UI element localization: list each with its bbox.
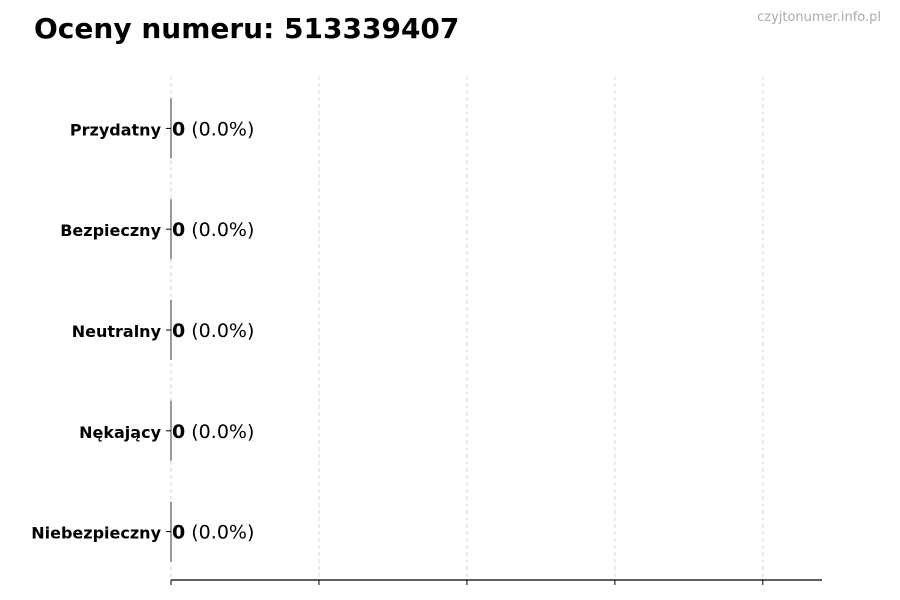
data-label-count: 0 xyxy=(172,421,185,443)
data-label-pct: (0.0%) xyxy=(185,522,254,544)
chart-title: Oceny numeru: 513339407 xyxy=(34,12,460,45)
data-label: 0 (0.0%) xyxy=(172,118,254,140)
y-tick-label: Niebezpieczny xyxy=(31,524,161,543)
y-tick-label: Neutralny xyxy=(72,322,162,341)
data-label-count: 0 xyxy=(172,522,185,544)
data-label-count: 0 xyxy=(172,118,185,140)
y-tick-label: Przydatny xyxy=(70,120,162,139)
data-label-count: 0 xyxy=(172,320,185,342)
data-label-pct: (0.0%) xyxy=(185,421,254,443)
data-label-pct: (0.0%) xyxy=(185,219,254,241)
data-label: 0 (0.0%) xyxy=(172,320,254,342)
data-label: 0 (0.0%) xyxy=(172,421,254,443)
data-label: 0 (0.0%) xyxy=(172,522,254,544)
watermark: czyjtonumer.info.pl xyxy=(757,10,881,25)
data-label-pct: (0.0%) xyxy=(185,320,254,342)
data-label: 0 (0.0%) xyxy=(172,219,254,241)
data-label-count: 0 xyxy=(172,219,185,241)
data-label-pct: (0.0%) xyxy=(185,118,254,140)
y-tick-label: Nękający xyxy=(79,423,161,442)
y-tick-label: Bezpieczny xyxy=(60,221,161,240)
